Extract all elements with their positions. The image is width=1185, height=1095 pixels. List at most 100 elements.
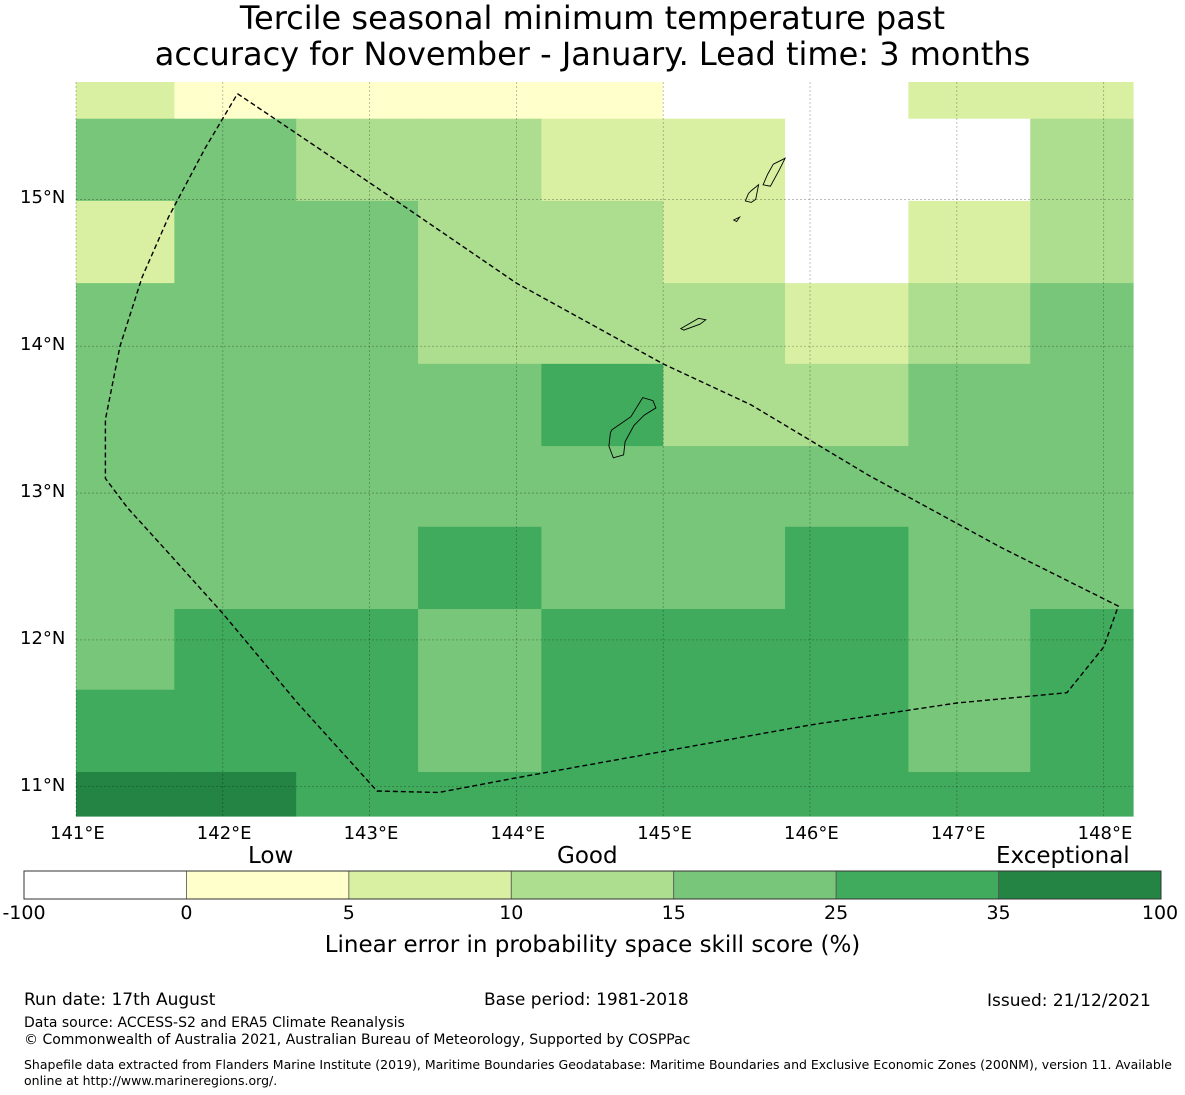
x-tick-label: 147°E xyxy=(930,823,986,844)
skill-cell xyxy=(296,689,419,773)
skill-cell xyxy=(296,363,419,447)
island-outlines xyxy=(608,157,787,459)
skill-cell xyxy=(418,526,542,610)
skill-cell xyxy=(785,283,909,365)
skill-cell xyxy=(908,446,1031,528)
y-tick-label: 13°N xyxy=(20,481,66,503)
skill-cell xyxy=(296,200,419,284)
skill-cell xyxy=(1030,526,1134,610)
skill-cell xyxy=(76,609,175,691)
skill-cell xyxy=(908,283,1031,365)
colorbar-tick-label: 100 xyxy=(1141,902,1179,924)
skill-cell xyxy=(663,82,786,120)
skill-cell xyxy=(663,526,786,610)
skill-cell xyxy=(76,283,175,365)
island-outline xyxy=(762,157,787,187)
skill-cell xyxy=(1030,200,1134,284)
skill-cell xyxy=(296,118,419,202)
skill-cell xyxy=(541,283,664,365)
colorbar-frame xyxy=(23,870,1162,900)
y-tick-label: 11°N xyxy=(20,774,66,796)
skill-cell xyxy=(296,446,419,528)
skill-cell xyxy=(76,363,175,447)
skill-cell xyxy=(1030,283,1134,365)
skill-cell xyxy=(174,82,297,120)
category-good-label: Good xyxy=(557,843,618,869)
skill-cell xyxy=(418,689,542,773)
skill-cell xyxy=(418,609,542,691)
colorbar-segment xyxy=(510,870,675,900)
data-source: Data source: ACCESS-S2 and ERA5 Climate … xyxy=(24,1015,405,1031)
colorbar-segment xyxy=(998,870,1162,900)
skill-cell xyxy=(908,526,1031,610)
skill-cell xyxy=(76,689,175,773)
chart-title-line1: Tercile seasonal minimum temperature pas… xyxy=(239,0,946,37)
skill-cell xyxy=(76,82,175,120)
skill-cell xyxy=(76,526,175,610)
skill-cell xyxy=(785,118,909,202)
skill-cell xyxy=(1030,363,1134,447)
skill-cell xyxy=(174,689,297,773)
skill-cell xyxy=(1030,82,1134,120)
skill-cell xyxy=(663,689,786,773)
skill-cell xyxy=(541,363,664,447)
colorbar-segment xyxy=(348,870,512,900)
skill-cell xyxy=(418,118,542,202)
skill-cell xyxy=(785,82,909,120)
skill-cell xyxy=(908,771,1031,817)
y-tick-label: 12°N xyxy=(20,627,66,649)
skill-cell xyxy=(174,118,297,202)
skill-cell xyxy=(541,200,664,284)
x-tick-label: 148°E xyxy=(1077,823,1133,844)
y-tick-label: 15°N xyxy=(20,187,66,209)
x-tick-label: 145°E xyxy=(637,823,692,844)
skill-cell xyxy=(1030,609,1134,691)
category-low-label: Low xyxy=(248,843,294,869)
skill-cell xyxy=(76,446,175,528)
skill-cell xyxy=(76,771,175,817)
y-tick-label: 14°N xyxy=(20,334,66,356)
skill-cell xyxy=(663,771,786,817)
skill-cell xyxy=(174,526,297,610)
skill-cell xyxy=(174,363,297,447)
skill-cell xyxy=(541,526,664,610)
skill-cell xyxy=(541,771,664,817)
skill-cell xyxy=(663,200,786,284)
colorbar-title: Linear error in probability space skill … xyxy=(324,932,861,958)
colorbar-segment xyxy=(23,870,187,900)
colorbar-tick-label: 5 xyxy=(342,902,355,924)
colorbar-tick-label: -100 xyxy=(2,902,46,924)
issued-date: Issued: 21/12/2021 xyxy=(987,991,1151,1011)
skill-cell xyxy=(908,609,1031,691)
skill-cell xyxy=(418,446,542,528)
category-exceptional-label: Exceptional xyxy=(996,843,1130,869)
skill-cell xyxy=(1030,118,1134,202)
x-tick-label: 144°E xyxy=(490,823,546,844)
skill-cell xyxy=(785,526,909,610)
skill-cell xyxy=(541,82,664,120)
skill-cell xyxy=(541,689,664,773)
skill-cell xyxy=(174,283,297,365)
skill-cell xyxy=(296,771,419,817)
skill-cell xyxy=(785,200,909,284)
skill-cell xyxy=(174,200,297,284)
colorbar xyxy=(23,870,1162,900)
x-tick-label: 143°E xyxy=(343,823,399,844)
skill-cell xyxy=(1030,446,1134,528)
skill-cell xyxy=(418,283,542,365)
colorbar-tick-label: 25 xyxy=(824,902,849,924)
skill-cell xyxy=(785,689,909,773)
skill-cell xyxy=(418,82,542,120)
skill-cell xyxy=(418,200,542,284)
skill-cell xyxy=(908,82,1031,120)
skill-cell xyxy=(908,363,1031,447)
island-outline xyxy=(744,183,760,203)
shapefile-credit: Shapefile data extracted from Flanders M… xyxy=(24,1057,1172,1088)
skill-cell xyxy=(908,200,1031,284)
skill-cell xyxy=(1030,771,1134,817)
skill-cell xyxy=(541,118,664,202)
skill-cell xyxy=(541,609,664,691)
skill-cells xyxy=(76,82,1134,817)
skill-cell xyxy=(663,363,786,447)
